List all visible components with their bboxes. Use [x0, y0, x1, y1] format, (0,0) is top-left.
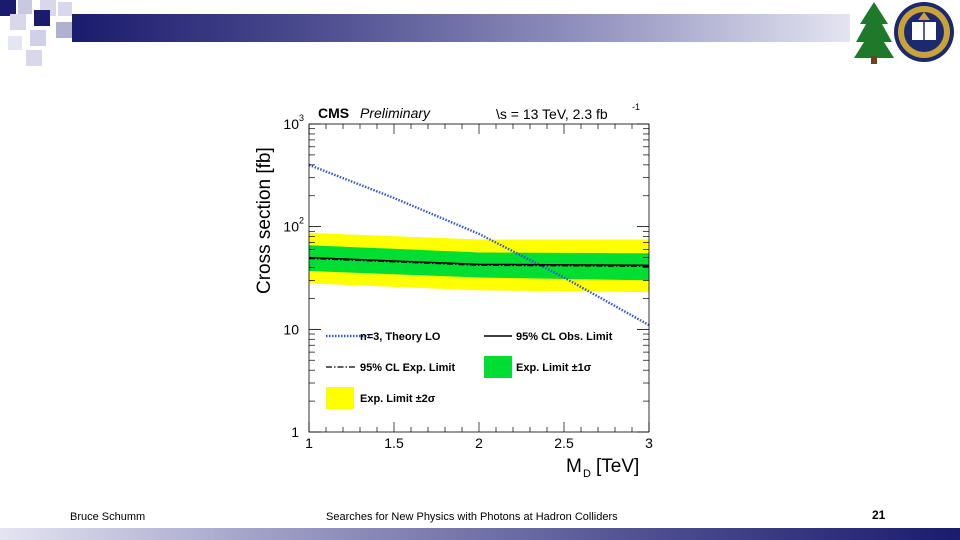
- x-axis-label-sub: D: [583, 468, 591, 480]
- legend-label: Exp. Limit ±2σ: [360, 393, 436, 405]
- deco-square: [26, 50, 42, 66]
- tree-icon: [854, 2, 894, 64]
- page-number: 21: [872, 508, 886, 522]
- deco-square: [56, 22, 72, 38]
- x-axis-label-unit: [TeV]: [596, 456, 639, 477]
- y-tick-label: 10: [283, 321, 299, 337]
- x-tick-label: 1.5: [384, 435, 404, 451]
- band-1sigma: [309, 245, 649, 281]
- legend-label: 95% CL Obs. Limit: [516, 331, 613, 343]
- x-tick-label: 2: [475, 435, 483, 451]
- ucsc-logo: [854, 2, 954, 64]
- energy-lumi-label: \s = 13 TeV, 2.3 fb: [496, 106, 608, 122]
- cms-label: CMS: [318, 105, 349, 121]
- legend-label: 95% CL Exp. Limit: [360, 362, 455, 374]
- y-tick-exponent: 3: [299, 113, 304, 123]
- x-tick-label: 2.5: [554, 435, 574, 451]
- preliminary-label: Preliminary: [360, 105, 431, 121]
- y-tick-label: 1: [291, 424, 299, 440]
- header-bar: [72, 14, 850, 42]
- expected-limit-line: [308, 257, 650, 267]
- x-tick-label: 3: [645, 435, 653, 451]
- legend-sample-1sigma: [484, 356, 512, 378]
- theory-line: [308, 163, 650, 327]
- deco-square: [58, 2, 72, 16]
- x-axis-label: M: [566, 456, 582, 477]
- footer-bar: [0, 528, 960, 540]
- footer-title: Searches for New Physics with Photons at…: [326, 511, 618, 523]
- deco-square: [8, 36, 22, 50]
- deco-square: [18, 0, 32, 14]
- energy-lumi-sup: -1: [632, 102, 640, 112]
- y-tick-label: 10: [283, 116, 299, 132]
- deco-square: [10, 14, 26, 30]
- x-tick-label: 1: [305, 435, 313, 451]
- deco-square: [30, 30, 46, 46]
- deco-square: [0, 0, 16, 16]
- seal-icon: [894, 2, 954, 62]
- legend-label: Exp. Limit ±1σ: [516, 362, 592, 374]
- legend-sample-2sigma: [326, 387, 354, 409]
- legend: n=3, Theory LO 95% CL Obs. Limit 95% CL Ex…: [326, 331, 613, 409]
- legend-label: n=3, Theory LO: [360, 331, 441, 343]
- deco-square: [34, 10, 50, 26]
- y-axis-label: Cross section [fb]: [254, 147, 275, 294]
- y-tick-label: 10: [283, 219, 299, 235]
- y-tick-exponent: 2: [299, 216, 304, 226]
- footer-author: Bruce Schumm: [70, 511, 146, 523]
- observed-limit-line: [308, 256, 650, 266]
